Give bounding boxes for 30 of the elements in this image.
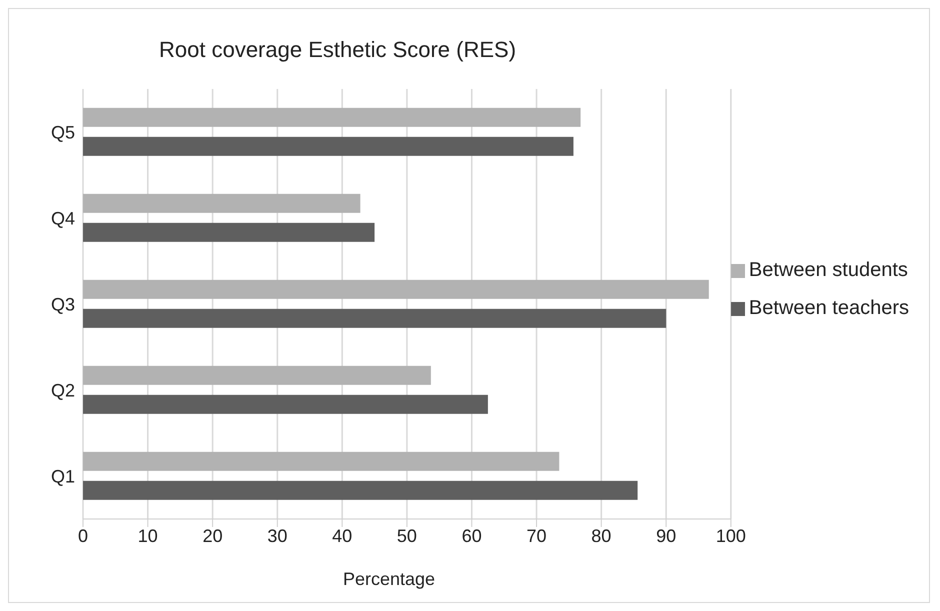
bar <box>83 280 709 299</box>
x-tick-label: 0 <box>78 526 88 546</box>
bar <box>83 394 488 414</box>
x-axis-title: Percentage <box>342 569 436 590</box>
bar <box>83 136 574 156</box>
y-tick-label: Q2 <box>50 380 75 400</box>
x-tick-label: 80 <box>591 526 612 546</box>
bar <box>83 308 666 328</box>
x-tick-label: 90 <box>656 526 676 546</box>
legend-label: Between students <box>748 259 908 281</box>
y-tick-label: Q5 <box>50 122 75 142</box>
bar <box>83 222 375 242</box>
x-tick-label: 20 <box>202 526 223 546</box>
x-tick-label: 50 <box>396 526 417 546</box>
x-tick-label: 100 <box>716 526 746 546</box>
x-tick-label: 40 <box>332 526 352 546</box>
bar <box>83 108 581 127</box>
x-tick-label: 10 <box>138 526 158 546</box>
chart-title: Root coverage Esthetic Score (RES) <box>159 37 516 63</box>
bar <box>83 452 560 471</box>
bar <box>83 194 360 213</box>
x-tick-label: 60 <box>462 526 482 546</box>
y-tick-label: Q3 <box>50 294 75 314</box>
bar <box>83 366 431 385</box>
legend-label: Between teachers <box>748 297 909 319</box>
y-tick-label: Q1 <box>50 466 75 486</box>
x-tick-label: 70 <box>526 526 547 546</box>
x-tick-label: 30 <box>267 526 288 546</box>
y-tick-label: Q4 <box>50 208 75 228</box>
bar <box>83 480 638 500</box>
